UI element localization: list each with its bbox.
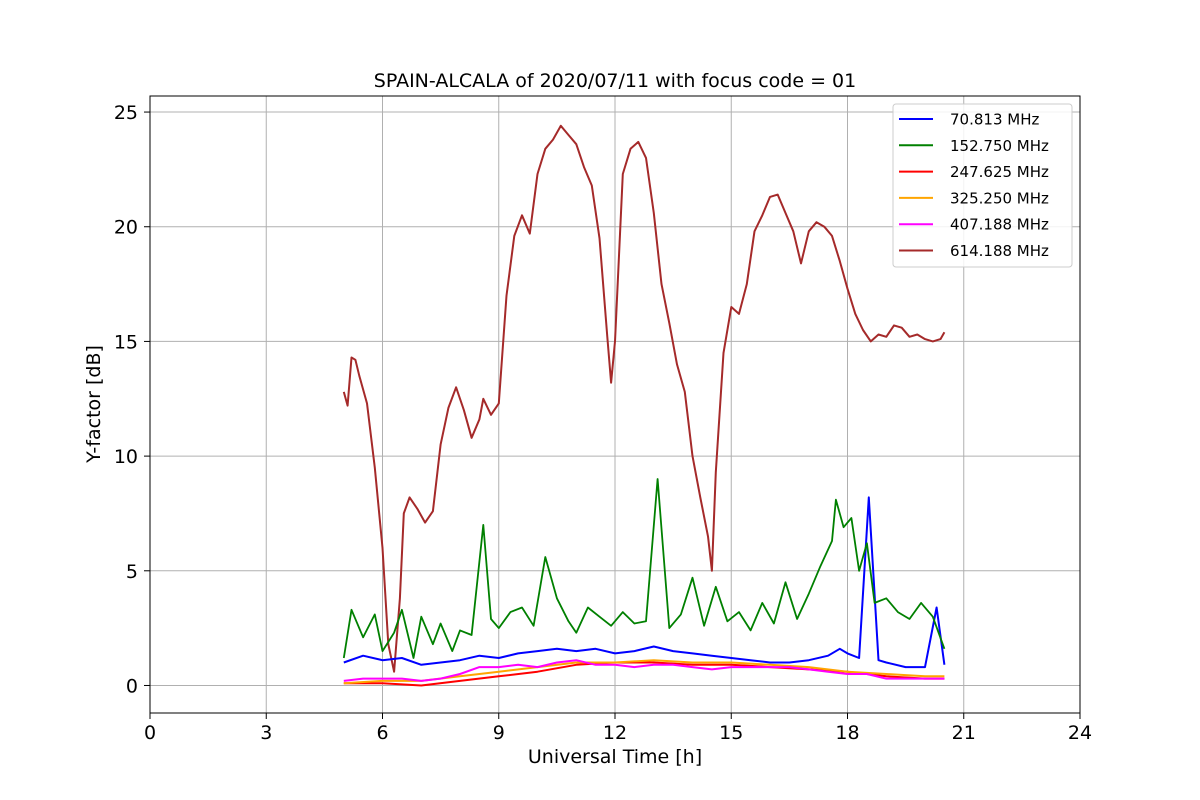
legend-label: 407.188 MHz [950, 216, 1049, 234]
series-line-5 [342, 124, 946, 673]
x-tick-label: 18 [835, 722, 859, 744]
x-tick-label: 24 [1068, 722, 1092, 744]
x-axis-label: Universal Time [h] [528, 746, 702, 768]
y-tick-label: 15 [114, 331, 138, 353]
y-axis-label: Y-factor [dB] [83, 345, 105, 464]
x-tick-label: 6 [376, 722, 388, 744]
y-tick-label: 20 [114, 217, 138, 239]
legend: 70.813 MHz 152.750 MHz 247.625 MHz 325.250 … [892, 103, 1073, 268]
series-layer [342, 124, 946, 687]
ticks: 0 3 6 9 12 15 18 21 24 0 5 10 15 20 25 [114, 102, 1092, 744]
legend-label: 325.250 MHz [950, 189, 1049, 207]
y-tick-label: 10 [114, 446, 138, 468]
x-tick-label: 15 [719, 722, 743, 744]
series-line-1 [342, 478, 946, 659]
x-tick-label: 3 [260, 722, 272, 744]
y-tick-label: 5 [126, 561, 138, 583]
legend-label: 70.813 MHz [950, 111, 1039, 129]
y-tick-label: 25 [114, 102, 138, 124]
series-line-4 [343, 659, 945, 682]
legend-label: 614.188 MHz [950, 242, 1049, 260]
x-tick-label: 21 [952, 722, 976, 744]
series-line-0 [343, 496, 946, 669]
legend-label: 247.625 MHz [950, 163, 1049, 181]
chart-title: SPAIN-ALCALA of 2020/07/11 with focus co… [374, 70, 856, 92]
y-tick-label: 0 [126, 675, 138, 697]
x-tick-label: 9 [493, 722, 505, 744]
legend-label: 152.750 MHz [950, 137, 1049, 155]
x-tick-label: 12 [603, 722, 627, 744]
legend-box [892, 103, 1073, 268]
x-tick-label: 0 [144, 722, 156, 744]
